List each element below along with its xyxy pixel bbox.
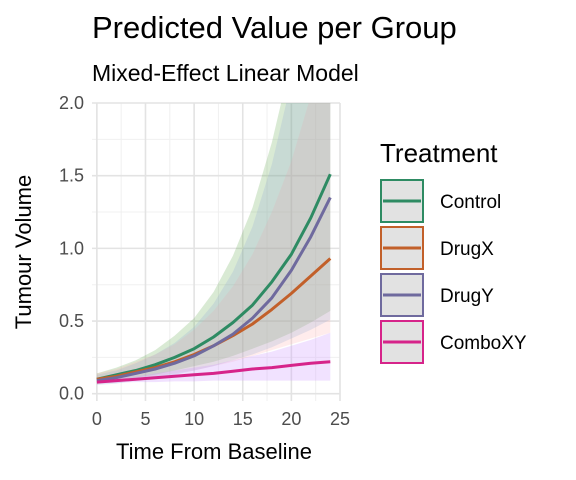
x-axis-ticks: 0 5 10 15 20 25 [92, 409, 350, 429]
y-axis-ticks: 0.0 0.5 1.0 1.5 2.0 [59, 93, 84, 404]
chart-title: Predicted Value per Group [92, 10, 457, 45]
legend: Treatment Control DrugX DrugY ComboXY [380, 138, 527, 364]
legend-label-control: Control [440, 192, 501, 213]
legend-label-drugx: DrugX [440, 239, 494, 260]
confidence-bands [96, 103, 331, 385]
y-axis-title: Tumour Volume [11, 175, 36, 329]
y-tick-label: 0.5 [59, 311, 84, 331]
x-tick-label: 15 [233, 409, 253, 429]
x-tick-label: 10 [184, 409, 204, 429]
x-tick-label: 5 [140, 409, 150, 429]
legend-label-comboxy: ComboXY [440, 333, 527, 354]
y-tick-label: 0.0 [59, 384, 84, 404]
y-tick-label: 2.0 [59, 93, 84, 113]
x-tick-label: 20 [281, 409, 301, 429]
x-tick-label: 0 [92, 409, 102, 429]
confidence-band-control [96, 103, 331, 384]
y-tick-label: 1.5 [59, 166, 84, 186]
x-tick-label: 25 [330, 409, 350, 429]
chart-subtitle: Mixed-Effect Linear Model [92, 60, 359, 86]
legend-title: Treatment [380, 138, 498, 168]
series-line-drugy [96, 196, 332, 383]
x-axis-title: Time From Baseline [116, 439, 312, 464]
confidence-band-drugx [96, 103, 331, 384]
series-lines [96, 173, 332, 384]
grid [92, 102, 341, 401]
confidence-band-comboxy [96, 332, 331, 384]
y-tick-label: 1.0 [59, 238, 84, 258]
legend-label-drugy: DrugY [440, 286, 494, 307]
confidence-band-drugy [96, 103, 331, 385]
series-line-comboxy [96, 360, 331, 384]
